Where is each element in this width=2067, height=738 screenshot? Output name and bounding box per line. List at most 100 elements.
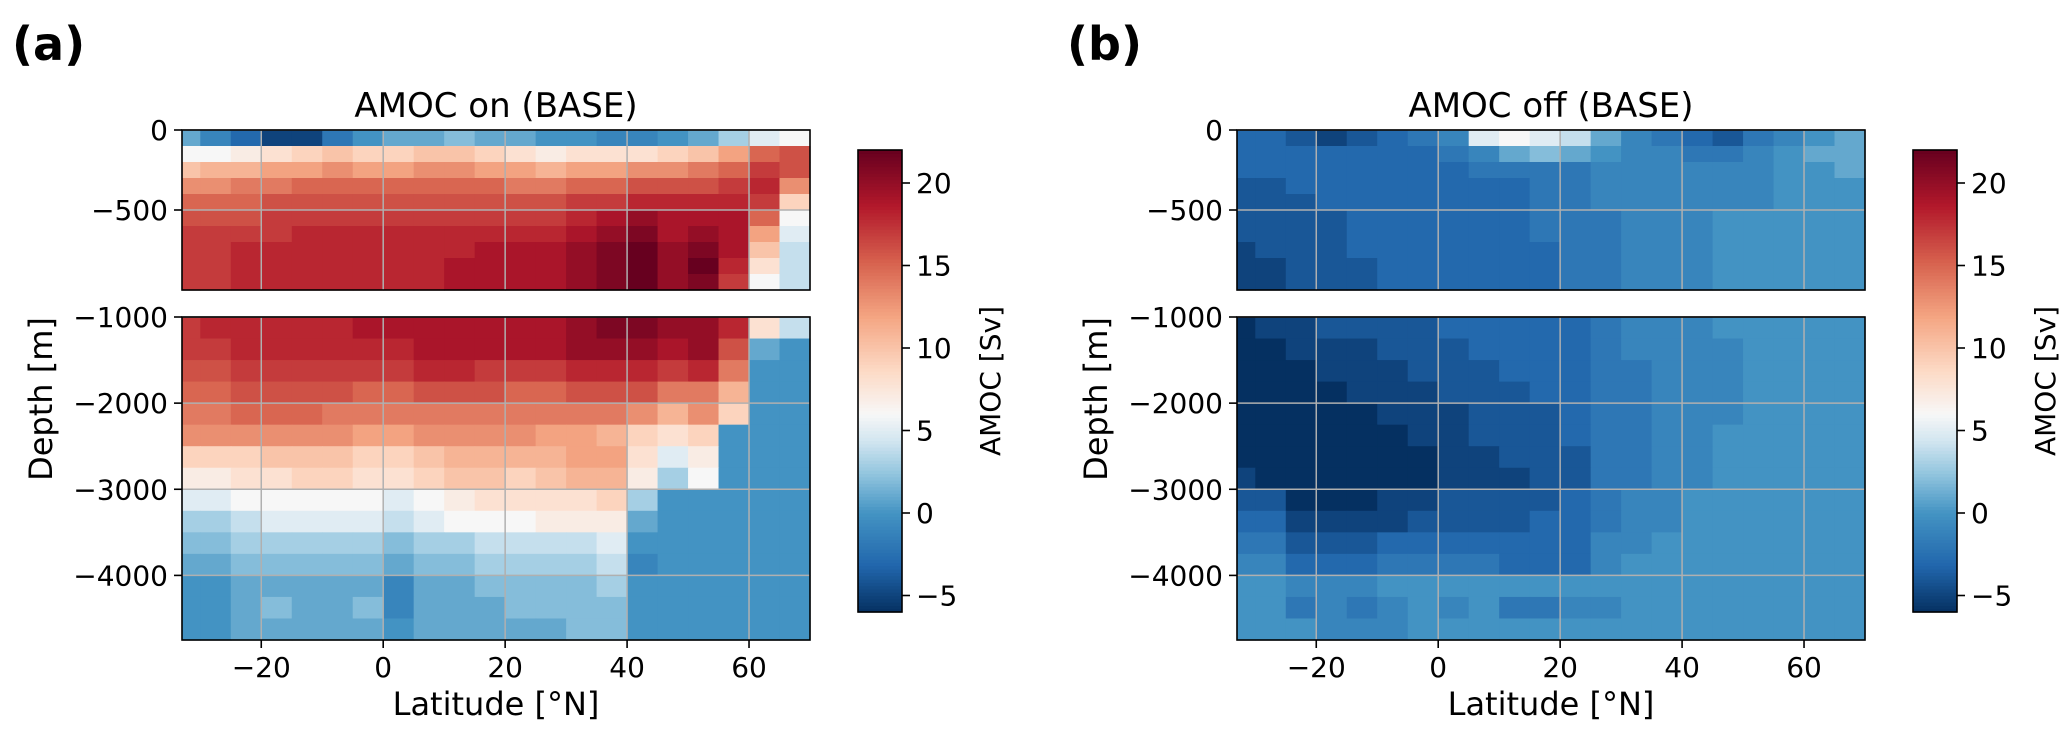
colorbar-segment [1913, 163, 1957, 168]
heatmap-cell [261, 317, 293, 340]
heatmap-cell [627, 489, 659, 512]
heatmap-cell [779, 446, 811, 469]
heatmap-cell [1407, 381, 1439, 404]
colorbar-segment [1913, 239, 1957, 243]
heatmap-cell [291, 242, 323, 259]
heatmap-cell [261, 446, 293, 469]
heatmap-cell [1590, 446, 1622, 469]
colorbar-segment [1913, 235, 1957, 240]
heatmap-cell [1651, 274, 1683, 291]
heatmap-cell [444, 489, 476, 512]
heatmap-cell [200, 130, 232, 147]
heatmap-cell [1468, 178, 1500, 195]
heatmap-cell [413, 194, 445, 211]
heatmap-cell [230, 403, 262, 426]
heatmap-cell [1834, 146, 1866, 163]
heatmap-cell [1346, 360, 1378, 383]
heatmap-cell [657, 360, 689, 383]
heatmap-cell [1651, 360, 1683, 383]
ytick-label: −4000 [1128, 559, 1223, 592]
heatmap-cell [749, 446, 781, 469]
heatmap-cell [1834, 532, 1866, 555]
heatmap-cell [413, 130, 445, 147]
colorbar-segment [858, 189, 902, 194]
heatmap-cell [1590, 317, 1622, 340]
heatmap-cell [779, 210, 811, 227]
heatmap-cell [182, 424, 201, 447]
colorbar-segment [858, 318, 902, 323]
heatmap-cell [1285, 532, 1317, 555]
colorbar-segment [1913, 334, 1957, 339]
heatmap-cell [383, 274, 415, 291]
colorbar-segment [1913, 565, 1957, 570]
heatmap-cell [1438, 532, 1470, 555]
heatmap-cell [1621, 489, 1653, 512]
heatmap-cell [1255, 317, 1287, 340]
colorbar-segment [858, 585, 902, 590]
heatmap-cell [413, 274, 445, 291]
heatmap-cell [200, 467, 232, 490]
heatmap-cell [1529, 274, 1561, 291]
heatmap-cell [1346, 210, 1378, 227]
heatmap-cell [352, 575, 384, 598]
heatmap-cell [1468, 274, 1500, 291]
heatmap-cell [535, 446, 567, 469]
heatmap-cell [1468, 338, 1500, 361]
heatmap-cell [718, 360, 750, 383]
colorbar-segment [858, 278, 902, 283]
heatmap-cell [1529, 258, 1561, 275]
heatmap-cell [1346, 146, 1378, 163]
heatmap-cell [1773, 424, 1805, 447]
heatmap-cell [444, 360, 476, 383]
heatmap-cell [718, 146, 750, 163]
ytick-label: −1000 [1128, 301, 1223, 334]
colorbar-frame [857, 149, 903, 613]
heatmap-cell [413, 210, 445, 227]
heatmap-cell [352, 338, 384, 361]
ytick-label: −3000 [73, 473, 168, 506]
colorbar-segment [1913, 249, 1957, 253]
heatmap-cell [566, 446, 598, 469]
heatmap-cell [1590, 618, 1622, 641]
heatmap-cell [1773, 618, 1805, 641]
heatmap-cell [322, 162, 354, 179]
heatmap-cell [413, 467, 445, 490]
heatmap-cell [596, 317, 628, 340]
colorbar-segment [858, 377, 902, 382]
heatmap-cell [1316, 194, 1348, 211]
colorbar-segment [1913, 377, 1957, 382]
ytick-label: 0 [150, 114, 168, 147]
heatmap-cell [182, 510, 201, 533]
heatmap-cell [1682, 360, 1714, 383]
colorbar-segment [858, 532, 902, 537]
heatmap-cell [474, 338, 506, 361]
colorbar-segment [858, 516, 902, 521]
heatmap-cell [566, 618, 598, 641]
colorbar-segment [1913, 404, 1957, 408]
heatmap-cell [1499, 146, 1531, 163]
heatmap-cell [779, 194, 811, 211]
heatmap-cell [200, 338, 232, 361]
heatmap-cell [1743, 274, 1775, 291]
colorbar-tick-label: 5 [1971, 415, 1989, 448]
heatmap-cell [413, 596, 445, 620]
heatmap-cell [444, 162, 476, 179]
heatmap-cell [1346, 338, 1378, 361]
heatmap-cell [688, 162, 720, 179]
heatmap-cell [291, 194, 323, 211]
heatmap-cell [505, 194, 537, 211]
heatmap-cell [1255, 403, 1287, 426]
heatmap-cell [718, 510, 750, 533]
heatmap-cell [505, 467, 537, 490]
heatmap-cell [1529, 130, 1561, 147]
heatmap-cell [1712, 596, 1744, 620]
heatmap-cell [1529, 467, 1561, 490]
colorbar-segment [858, 555, 902, 560]
colorbar-segment [1913, 285, 1957, 290]
heatmap-cell [1743, 510, 1775, 533]
heatmap-cell [182, 130, 201, 147]
heatmap-cell [1621, 317, 1653, 340]
heatmap-cell [779, 618, 811, 641]
heatmap-cell [1773, 381, 1805, 404]
heatmap-cell [1468, 532, 1500, 555]
